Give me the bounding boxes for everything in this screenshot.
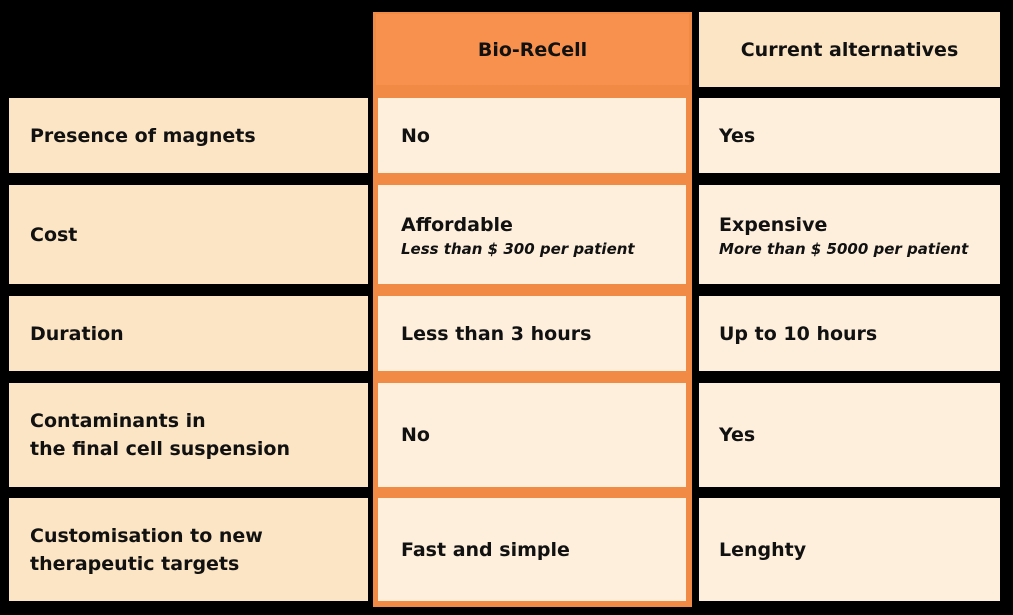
header-current-alternatives-label: Current alternatives bbox=[740, 38, 959, 61]
row-label-cost: Cost bbox=[9, 185, 368, 284]
cell-subvalue: Less than $ 300 per patient bbox=[401, 239, 635, 258]
cell-value: Affordable bbox=[401, 213, 513, 236]
cell-value: No bbox=[401, 124, 430, 147]
row-label-text: Duration bbox=[30, 322, 124, 345]
row-label-text: Cost bbox=[30, 223, 78, 246]
header-bio-recell: Bio-ReCell bbox=[376, 14, 689, 85]
row-label-text-line2: the final cell suspension bbox=[30, 438, 291, 460]
cell-value: Yes bbox=[719, 124, 756, 147]
cell-bio-duration: Less than 3 hours bbox=[378, 296, 686, 371]
row-label-duration: Duration bbox=[9, 296, 368, 371]
cell-bio-customisation: Fast and simple bbox=[378, 498, 686, 601]
cell-value: Less than 3 hours bbox=[401, 322, 592, 345]
row-label-contaminants: Contaminants in the final cell suspensio… bbox=[9, 383, 368, 487]
cell-value: Yes bbox=[719, 424, 756, 446]
cell-alt-customisation: Lenghty bbox=[699, 498, 1000, 601]
header-bio-recell-label: Bio-ReCell bbox=[477, 38, 588, 61]
cell-alt-presence-of-magnets: Yes bbox=[699, 98, 1000, 173]
row-label-text-line1: Contaminants in bbox=[30, 410, 206, 432]
cell-value: No bbox=[401, 424, 430, 446]
cell-alt-contaminants: Yes bbox=[699, 383, 1000, 487]
cell-subvalue: More than $ 5000 per patient bbox=[719, 239, 969, 258]
cell-bio-cost: Affordable Less than $ 300 per patient bbox=[378, 185, 686, 284]
row-label-presence-of-magnets: Presence of magnets bbox=[9, 98, 368, 173]
cell-bio-presence-of-magnets: No bbox=[378, 98, 686, 173]
cell-value: Expensive bbox=[719, 213, 828, 236]
cell-bio-contaminants: No bbox=[378, 383, 686, 487]
row-label-text-line1: Customisation to new bbox=[30, 524, 263, 547]
row-label-customisation: Customisation to new therapeutic targets bbox=[9, 498, 368, 601]
cell-alt-cost: Expensive More than $ 5000 per patient bbox=[699, 185, 1000, 284]
row-label-text: Presence of magnets bbox=[30, 124, 256, 147]
cell-alt-duration: Up to 10 hours bbox=[699, 296, 1000, 371]
cell-value: Fast and simple bbox=[401, 538, 570, 561]
row-label-text-line2: therapeutic targets bbox=[30, 552, 240, 575]
cell-value: Lenghty bbox=[719, 538, 807, 561]
cell-value: Up to 10 hours bbox=[719, 322, 878, 345]
header-current-alternatives: Current alternatives bbox=[699, 12, 1000, 87]
